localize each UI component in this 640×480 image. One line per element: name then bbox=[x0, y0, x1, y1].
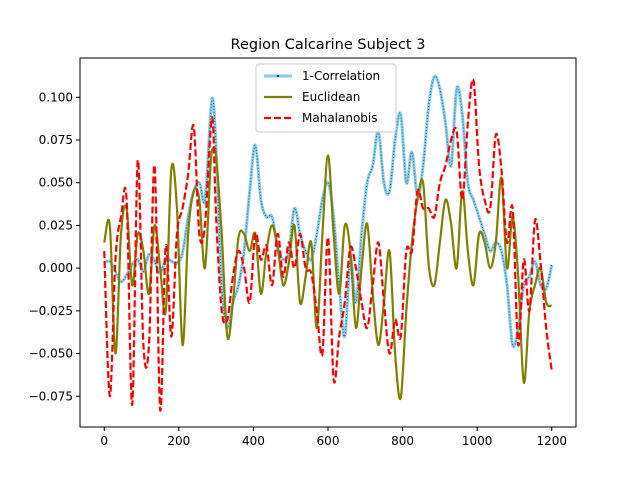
x-tick-label: 600 bbox=[317, 434, 340, 448]
y-tick-label: −0.075 bbox=[29, 389, 73, 403]
series-line-euclidean bbox=[103, 145, 553, 401]
legend-marker-1-correlation bbox=[276, 74, 280, 78]
x-tick-label: 400 bbox=[242, 434, 265, 448]
y-tick-label: 0.050 bbox=[39, 176, 73, 190]
y-tick-label: 0.000 bbox=[39, 261, 73, 275]
x-tick-label: 1000 bbox=[462, 434, 493, 448]
y-tick-label: 0.075 bbox=[39, 133, 73, 147]
legend-label-1-correlation: 1-Correlation bbox=[302, 69, 380, 83]
series-markers-1-correlation bbox=[104, 75, 553, 348]
series-line-mahalanobis bbox=[103, 78, 553, 412]
y-tick-label: −0.025 bbox=[29, 304, 73, 318]
legend-box bbox=[255, 63, 397, 133]
x-tick-label: 0 bbox=[100, 434, 108, 448]
legend-label-mahalanobis: Mahalanobis bbox=[302, 111, 378, 125]
y-tick-label: 0.100 bbox=[39, 90, 73, 104]
chart-title: Region Calcarine Subject 3 bbox=[231, 37, 426, 53]
legend: 1-Correlation Euclidean Mahalanobis bbox=[255, 63, 397, 133]
x-tick-label: 1200 bbox=[536, 434, 567, 448]
x-tick-label: 200 bbox=[167, 434, 190, 448]
y-tick-label: −0.050 bbox=[29, 347, 73, 361]
legend-label-euclidean: Euclidean bbox=[302, 90, 360, 104]
y-tick-label: 0.025 bbox=[39, 218, 73, 232]
x-tick-label: 800 bbox=[391, 434, 414, 448]
